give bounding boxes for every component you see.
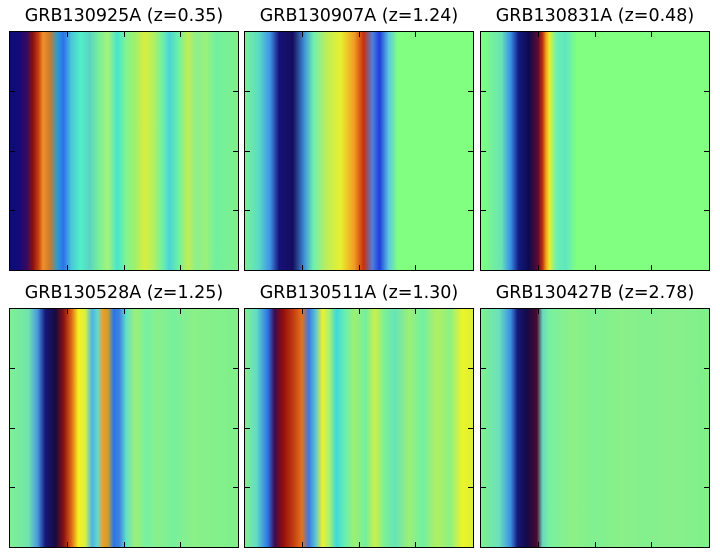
x-tick-mark	[538, 542, 539, 547]
chart-panel-3: GRB130831A (z=0.48)	[480, 0, 710, 559]
heatmap-plot-area	[244, 31, 474, 271]
x-tick-mark	[302, 542, 303, 547]
chart-title: GRB130925A (z=0.35)	[24, 6, 224, 26]
y-tick-mark	[468, 91, 473, 92]
x-tick-mark	[124, 542, 125, 547]
x-tick-mark	[359, 32, 360, 37]
x-tick-mark	[651, 309, 652, 314]
y-tick-mark	[481, 91, 486, 92]
heatmap-gradient	[481, 32, 709, 270]
y-tick-mark	[481, 151, 486, 152]
heatmap-gradient	[245, 309, 473, 547]
y-tick-mark	[704, 210, 709, 211]
x-tick-mark	[595, 32, 596, 37]
x-tick-mark	[67, 32, 68, 37]
y-tick-mark	[481, 428, 486, 429]
y-tick-mark	[468, 487, 473, 488]
y-tick-mark	[10, 368, 15, 369]
x-tick-mark	[538, 265, 539, 270]
y-tick-mark	[245, 91, 250, 92]
x-tick-mark	[651, 32, 652, 37]
heatmap-plot-area	[244, 308, 474, 548]
heatmap-plot-area	[9, 308, 239, 548]
y-tick-mark	[481, 487, 486, 488]
y-tick-mark	[233, 210, 238, 211]
x-tick-mark	[415, 542, 416, 547]
x-tick-mark	[595, 542, 596, 547]
y-tick-mark	[245, 151, 250, 152]
x-tick-mark	[124, 32, 125, 37]
x-tick-mark	[651, 265, 652, 270]
y-tick-mark	[10, 428, 15, 429]
y-tick-mark	[704, 368, 709, 369]
y-tick-mark	[10, 487, 15, 488]
y-tick-mark	[10, 151, 15, 152]
y-tick-mark	[245, 487, 250, 488]
x-tick-mark	[67, 265, 68, 270]
y-tick-mark	[233, 428, 238, 429]
y-tick-mark	[10, 210, 15, 211]
x-tick-mark	[302, 309, 303, 314]
heatmap-plot-area	[480, 31, 710, 271]
x-tick-mark	[180, 542, 181, 547]
chart-title: GRB130907A (z=1.24)	[259, 6, 459, 26]
x-tick-mark	[302, 265, 303, 270]
y-tick-mark	[233, 151, 238, 152]
chart-panel-1: GRB130925A (z=0.35)	[9, 0, 239, 559]
chart-title: GRB130511A (z=1.30)	[259, 283, 459, 303]
y-tick-mark	[704, 487, 709, 488]
x-tick-mark	[538, 32, 539, 37]
heatmap-plot-area	[480, 308, 710, 548]
x-tick-mark	[180, 265, 181, 270]
heatmap-gradient	[10, 309, 238, 547]
y-tick-mark	[245, 368, 250, 369]
heatmap-plot-area	[9, 31, 239, 271]
y-tick-mark	[233, 91, 238, 92]
x-tick-mark	[124, 309, 125, 314]
y-tick-mark	[245, 428, 250, 429]
x-tick-mark	[302, 32, 303, 37]
y-tick-mark	[704, 151, 709, 152]
y-tick-mark	[10, 91, 15, 92]
heatmap-gradient	[10, 32, 238, 270]
chart-panel-4: GRB130528A (z=1.25)	[9, 0, 239, 559]
y-tick-mark	[233, 487, 238, 488]
x-tick-mark	[415, 309, 416, 314]
heatmap-gradient	[481, 309, 709, 547]
y-tick-mark	[704, 91, 709, 92]
y-tick-mark	[704, 428, 709, 429]
y-tick-mark	[245, 210, 250, 211]
x-tick-mark	[595, 309, 596, 314]
x-tick-mark	[359, 309, 360, 314]
chart-title: GRB130831A (z=0.48)	[495, 6, 695, 26]
x-tick-mark	[180, 32, 181, 37]
y-tick-mark	[481, 210, 486, 211]
y-tick-mark	[233, 368, 238, 369]
heatmap-gradient	[245, 32, 473, 270]
y-tick-mark	[481, 368, 486, 369]
chart-title: GRB130427B (z=2.78)	[495, 283, 695, 303]
x-tick-mark	[595, 265, 596, 270]
y-tick-mark	[468, 368, 473, 369]
chart-panel-2: GRB130907A (z=1.24)	[244, 0, 474, 559]
x-tick-mark	[359, 265, 360, 270]
x-tick-mark	[538, 309, 539, 314]
y-tick-mark	[468, 151, 473, 152]
x-tick-mark	[67, 542, 68, 547]
x-tick-mark	[651, 542, 652, 547]
x-tick-mark	[124, 265, 125, 270]
x-tick-mark	[415, 265, 416, 270]
x-tick-mark	[67, 309, 68, 314]
chart-title: GRB130528A (z=1.25)	[24, 283, 224, 303]
chart-panel-6: GRB130427B (z=2.78)	[480, 0, 710, 559]
y-tick-mark	[468, 428, 473, 429]
x-tick-mark	[180, 309, 181, 314]
x-tick-mark	[359, 542, 360, 547]
y-tick-mark	[468, 210, 473, 211]
x-tick-mark	[415, 32, 416, 37]
chart-panel-5: GRB130511A (z=1.30)	[244, 0, 474, 559]
